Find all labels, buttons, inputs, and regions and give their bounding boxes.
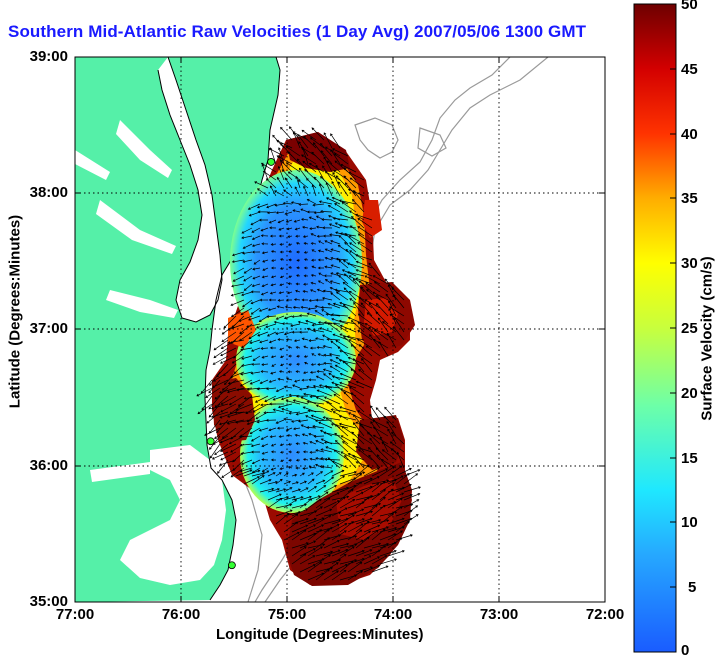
colorbar-tick-label: 45 [681, 61, 698, 78]
station-marker [206, 437, 215, 446]
y-tick-label: 38:00 [29, 184, 68, 201]
colorbar-tick-label: 20 [681, 385, 698, 402]
colorbar-label: Surface Velocity (cm/s) [698, 256, 716, 421]
y-axis-label: Latitude (Degrees:Minutes) [6, 214, 24, 409]
page-title: Southern Mid-Atlantic Raw Velocities (1 … [8, 22, 587, 41]
map-gridlines [75, 57, 605, 602]
pamlico-sound [120, 445, 226, 585]
x-tick-label: 74:00 [373, 606, 413, 623]
colorbar-tick-label: 30 [681, 255, 698, 272]
x-tick-label: 72:00 [585, 606, 625, 623]
x-axis-label: Longitude (Degrees:Minutes) [216, 626, 424, 643]
x-tick-label: 73:00 [479, 606, 519, 623]
y-tick-label: 39:00 [29, 48, 68, 65]
station-marker [267, 158, 276, 166]
colorbar-tick-label: 0 [681, 642, 690, 659]
station-markers [206, 158, 276, 570]
velocity-vectors [196, 126, 421, 581]
colorbar-ticks [670, 3, 676, 588]
colorbar [634, 4, 676, 652]
colorbar-tick-label: 10 [681, 514, 698, 531]
colorbar-tick-label: 50 [681, 0, 698, 13]
colorbar-tick-label: 25 [681, 320, 698, 337]
x-tick-label: 76:00 [161, 606, 201, 623]
y-tick-label: 37:00 [29, 320, 68, 337]
y-tick-label: 36:00 [29, 457, 68, 474]
y-tick-label: 35:00 [29, 593, 68, 610]
chesapeake-bay [158, 57, 222, 322]
x-tick-label: 75:00 [267, 606, 307, 623]
station-marker [227, 561, 236, 570]
tick-marks [75, 57, 605, 602]
colorbar-tick-label: 5 [688, 579, 697, 596]
x-tick-label: 77:00 [55, 606, 95, 623]
colorbar-tick-label: 40 [681, 126, 698, 143]
colorbar-tick-label: 15 [681, 450, 698, 467]
colorbar-tick-label: 35 [681, 190, 698, 207]
